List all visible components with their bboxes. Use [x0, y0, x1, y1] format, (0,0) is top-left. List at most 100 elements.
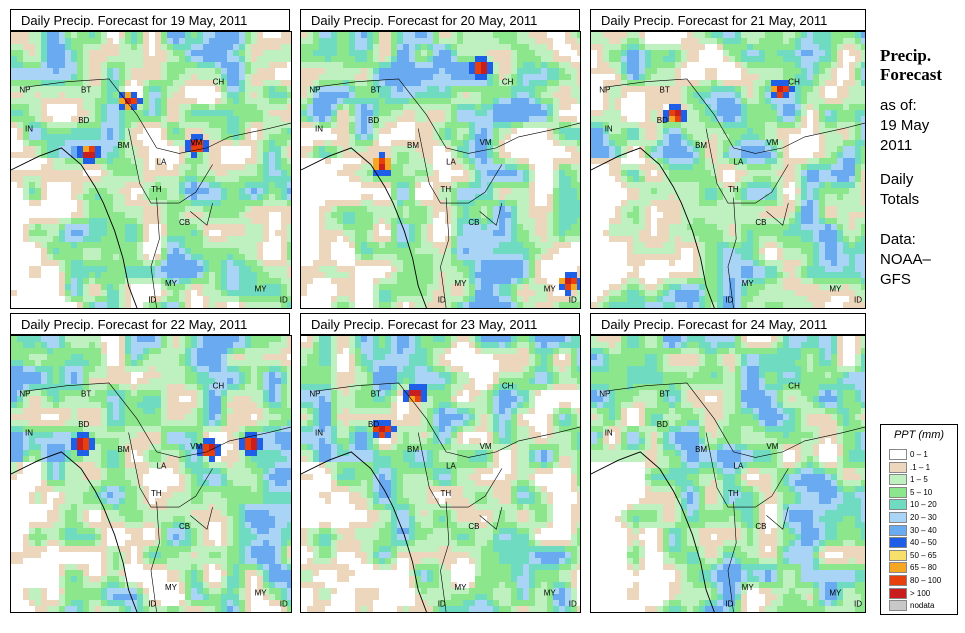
precip-map: NP BT BD IN CH BM VM LA TH CB MY MY ID ID — [590, 31, 866, 309]
legend-label: nodata — [910, 601, 935, 611]
country-label-my_w: MY — [455, 279, 468, 288]
legend-item: .1 – 1 — [889, 461, 931, 474]
country-label-bm: BM — [117, 141, 129, 150]
country-label-id_w: ID — [148, 600, 156, 609]
country-label-th: TH — [151, 489, 162, 498]
legend-swatch — [889, 600, 907, 612]
precip-map-svg: NP BT BD IN CH BM VM LA TH CB MY MY ID ID — [301, 336, 580, 612]
country-label-vm: VM — [766, 442, 778, 451]
country-label-bt: BT — [660, 86, 670, 95]
country-label-my_e: MY — [544, 588, 557, 597]
coastline — [11, 451, 138, 612]
country-label-bt: BT — [81, 86, 91, 95]
country-label-bm: BM — [407, 141, 419, 150]
country-label-my_w: MY — [165, 279, 178, 288]
country-label-cb: CB — [179, 522, 190, 531]
country-label-np: NP — [19, 390, 30, 399]
country-borders — [24, 382, 291, 612]
legend-swatch — [889, 524, 907, 536]
legend-item: > 100 — [889, 587, 930, 600]
country-label-my_e: MY — [255, 588, 268, 597]
country-label-np: NP — [599, 86, 610, 95]
country-label-th: TH — [728, 185, 739, 194]
country-borders — [604, 78, 865, 308]
asof-label: as of: — [880, 97, 917, 114]
country-label-th: TH — [441, 185, 452, 194]
legend-swatch — [889, 562, 907, 574]
precip-grid — [11, 336, 291, 612]
legend-item: 10 – 20 — [889, 499, 937, 511]
country-label-id_e: ID — [280, 600, 288, 609]
country-label-la: LA — [446, 462, 456, 471]
legend-swatch — [889, 587, 907, 599]
country-label-my_w: MY — [742, 279, 755, 288]
country-label-vm: VM — [190, 138, 202, 147]
precip-grid — [11, 32, 291, 308]
legend-item: 65 – 80 — [889, 562, 937, 574]
precip-map-svg: NP BT BD IN CH BM VM LA TH CB MY MY ID ID — [11, 336, 291, 612]
country-label-id_e: ID — [854, 296, 862, 305]
legend-label: 5 – 10 — [910, 487, 933, 497]
precip-map: NP BT BD IN CH BM VM LA TH CB MY MY ID ID — [300, 31, 581, 309]
coastline — [301, 147, 427, 308]
country-label-bd: BD — [78, 116, 89, 125]
date-line: 19 May — [880, 117, 930, 134]
precip-map: NP BT BD IN CH BM VM LA TH CB MY MY ID ID — [590, 335, 866, 613]
country-label-th: TH — [728, 489, 739, 498]
country-label-bt: BT — [371, 86, 381, 95]
country-label-in: IN — [315, 124, 323, 133]
country-label-bm: BM — [695, 141, 707, 150]
legend-item: 30 – 40 — [889, 524, 937, 537]
legend-label: 40 – 50 — [910, 538, 937, 548]
country-label-np: NP — [309, 86, 320, 95]
country-label-np: NP — [309, 390, 320, 399]
legend-label: 50 – 65 — [910, 550, 937, 560]
country-label-ch: CH — [502, 381, 514, 390]
legend-swatch — [889, 486, 907, 498]
precip-map-svg: NP BT BD IN CH BM VM LA TH CB MY MY ID ID — [11, 32, 291, 308]
country-label-in: IN — [315, 428, 323, 437]
country-label-vm: VM — [480, 442, 492, 451]
panel-title: Daily Precip. Forecast for 22 May, 2011 — [10, 313, 290, 335]
as-of-text: as of: 19 May 2011 — [880, 96, 929, 156]
country-label-my_e: MY — [255, 284, 268, 293]
country-label-vm: VM — [480, 138, 492, 147]
legend-item: 5 – 10 — [889, 486, 933, 499]
legend-label: 80 – 100 — [910, 576, 942, 585]
country-label-in: IN — [25, 428, 33, 437]
country-label-my_e: MY — [544, 284, 557, 293]
legend-swatch — [889, 537, 907, 549]
panel-title: Daily Precip. Forecast for 23 May, 2011 — [300, 313, 580, 335]
country-label-id_w: ID — [148, 296, 156, 305]
country-label-bd: BD — [368, 116, 379, 125]
country-label-la: LA — [734, 158, 744, 167]
legend-item: 0 – 1 — [889, 449, 928, 461]
country-label-bd: BD — [368, 420, 379, 429]
data-line: Data: — [880, 231, 916, 248]
legend-swatch — [889, 461, 907, 473]
daily-line: Totals — [880, 191, 920, 208]
precip-grid — [591, 32, 865, 308]
panel-title: Daily Precip. Forecast for 24 May, 2011 — [590, 313, 866, 335]
country-label-bd: BD — [78, 420, 89, 429]
legend-item: 40 – 50 — [889, 537, 937, 549]
country-label-in: IN — [605, 124, 613, 133]
precip-legend: PPT (mm) 0 – 1 .1 – 1 1 – 5 5 – 10 10 – 20 20… — [880, 424, 958, 615]
coastline — [591, 451, 715, 612]
legend-label: .1 – 1 — [910, 462, 931, 472]
data-line: NOAA– — [880, 251, 931, 268]
legend-item: 1 – 5 — [889, 474, 928, 486]
country-label-my_w: MY — [455, 583, 468, 592]
precip-map-svg: NP BT BD IN CH BM VM LA TH CB MY MY ID ID — [591, 32, 865, 308]
legend-swatch — [889, 575, 907, 586]
country-label-np: NP — [19, 86, 30, 95]
legend-label: 0 – 1 — [910, 450, 928, 459]
title-line: Forecast — [880, 65, 942, 84]
country-label-id_w: ID — [438, 600, 446, 609]
legend-label: 65 – 80 — [910, 563, 937, 573]
country-label-bm: BM — [407, 445, 419, 454]
country-label-bm: BM — [695, 445, 707, 454]
legend-swatch — [889, 549, 907, 561]
country-label-la: LA — [734, 462, 744, 471]
data-source-text: Data: NOAA– GFS — [880, 230, 931, 290]
